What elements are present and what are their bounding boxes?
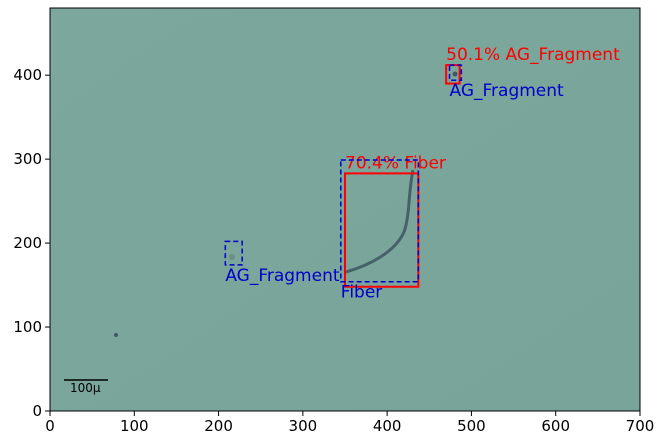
x-tick-label: 200 — [204, 417, 233, 433]
detection-label: AG_Fragment — [225, 266, 340, 286]
x-tick-label: 700 — [626, 417, 655, 433]
x-tick-label: 400 — [373, 417, 402, 433]
y-tick-label: 100 — [13, 318, 42, 336]
fragment-particle — [453, 72, 458, 77]
fragment-particle — [229, 254, 235, 260]
detection-label: 50.1% AG_Fragment — [446, 45, 620, 65]
detection-label: Fiber — [341, 283, 383, 303]
detection-label: 70.4% Fiber — [345, 153, 446, 173]
x-tick-label: 0 — [45, 417, 55, 433]
x-tick-label: 500 — [457, 417, 486, 433]
y-tick-label: 0 — [32, 402, 42, 420]
speck — [114, 333, 118, 337]
y-tick-label: 200 — [13, 234, 42, 252]
scale-bar-label: 100μ — [70, 381, 101, 395]
x-tick-label: 300 — [289, 417, 318, 433]
detection-label: AG_Fragment — [450, 81, 565, 101]
y-tick-label: 400 — [13, 66, 42, 84]
x-tick-label: 100 — [120, 417, 149, 433]
chart: 100μ 0 100 200 300 400 500 600 700 0 100 200 300 400… — [0, 0, 666, 433]
x-tick-label: 600 — [541, 417, 570, 433]
y-tick-label: 300 — [13, 150, 42, 168]
